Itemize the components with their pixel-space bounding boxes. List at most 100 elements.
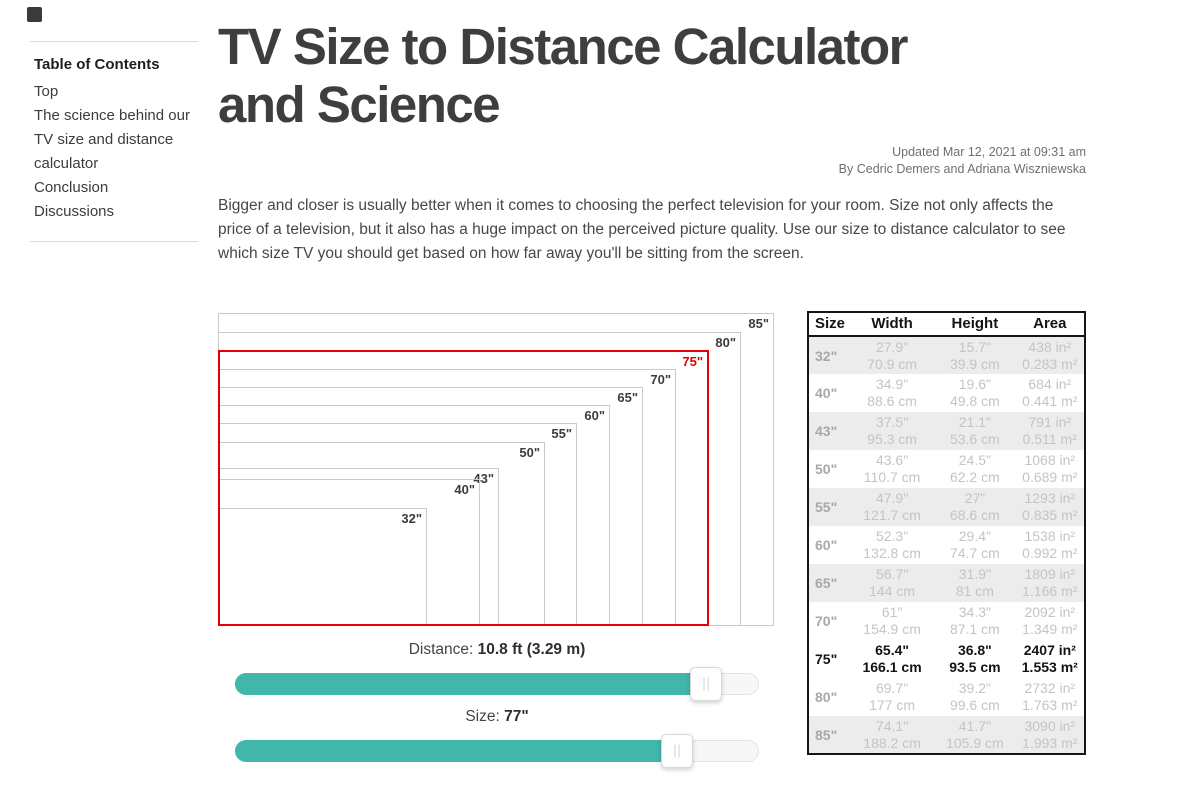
cell-height: 19.6" 49.8 cm bbox=[949, 376, 1000, 409]
distance-label: Distance: 10.8 ft (3.29 m) bbox=[235, 641, 759, 661]
cell-height: 15.7" 39.9 cm bbox=[949, 338, 1000, 372]
cell-area: 438 in² 0.283 m² bbox=[1022, 338, 1078, 372]
cell-area: 2732 in² 1.763 m² bbox=[1022, 680, 1078, 713]
page-title: TV Size to Distance Calculator and Scien… bbox=[218, 18, 1086, 134]
toc-item-conclusion[interactable]: Conclusion bbox=[34, 179, 109, 196]
cell-area: 1293 in² 0.835 m² bbox=[1022, 490, 1078, 523]
byline: By Cedric Demers and Adriana Wiszniewska bbox=[838, 162, 1086, 176]
cell-area: 1809 in² 1.166 m² bbox=[1022, 566, 1078, 599]
col-header-width: Width bbox=[849, 312, 935, 337]
cell-area: 791 in² 0.511 m² bbox=[1022, 414, 1077, 447]
toc-list: Top The science behind our TV size and d… bbox=[30, 80, 198, 224]
cell-height: 31.9" 81 cm bbox=[955, 566, 994, 599]
size-slider-track[interactable] bbox=[235, 734, 759, 768]
size-table-row-80in: 80" 69.7" 177 cm 39.2" 99.6 cm 2732 in² 1.763 … bbox=[808, 678, 1085, 716]
toc-title: Table of Contents bbox=[34, 56, 160, 73]
col-header-height: Height bbox=[934, 312, 1016, 337]
tv-size-label: 60" bbox=[584, 408, 605, 423]
size-table-row-60in: 60" 52.3" 132.8 cm 29.4" 74.7 cm 1538 in² 0.99… bbox=[808, 526, 1085, 564]
toc-item-discussions[interactable]: Discussions bbox=[34, 203, 115, 220]
page-title-line1: TV Size to Distance Calculator bbox=[218, 18, 909, 75]
col-header-area: Area bbox=[1015, 312, 1085, 337]
tv-size-label: 43" bbox=[473, 471, 494, 486]
top-left-marker-icon bbox=[27, 7, 42, 22]
cell-size: 43" bbox=[815, 423, 838, 439]
cell-size: 65" bbox=[815, 575, 838, 591]
size-table-row-43in: 43" 37.5" 95.3 cm 21.1" 53.6 cm 791 in² 0.511 … bbox=[808, 412, 1085, 450]
size-table: Size Width Height Area 32" 27.9" 70.9 cm 15… bbox=[807, 311, 1086, 755]
tv-size-label: 40" bbox=[454, 482, 475, 497]
size-table-row-40in: 40" 34.9" 88.6 cm 19.6" 49.8 cm 684 in² 0.441 … bbox=[808, 374, 1085, 412]
slider-grip-icon bbox=[703, 677, 709, 691]
distance-label-text: Distance: bbox=[408, 641, 474, 658]
size-table-head: Size Width Height Area bbox=[808, 312, 1085, 337]
cell-area: 3090 in² 1.993 m² bbox=[1022, 717, 1078, 751]
toc-item-top[interactable]: Top bbox=[34, 83, 59, 100]
slider-grip-icon bbox=[674, 744, 680, 758]
size-label: Size: 77" bbox=[235, 708, 759, 728]
size-table-row-70in: 70" 61" 154.9 cm 34.3" 87.1 cm 2092 in² 1.349 … bbox=[808, 602, 1085, 640]
size-table-row-32in: 32" 27.9" 70.9 cm 15.7" 39.9 cm 438 in² 0.283 … bbox=[808, 336, 1085, 374]
page-title-line2: and Science bbox=[218, 76, 501, 133]
cell-size: 75" bbox=[815, 651, 838, 667]
table-of-contents: Table of Contents Top The science behind… bbox=[30, 41, 198, 242]
distance-value: 10.8 ft (3.29 m) bbox=[477, 641, 586, 658]
cell-width: 52.3" 132.8 cm bbox=[863, 528, 921, 561]
article-meta: Updated Mar 12, 2021 at 09:31 am By Cedr… bbox=[218, 144, 1086, 178]
tv-size-label: 80" bbox=[715, 335, 736, 350]
cell-size: 50" bbox=[815, 461, 838, 477]
size-slider-fill bbox=[235, 740, 678, 762]
cell-area: 684 in² 0.441 m² bbox=[1022, 376, 1078, 409]
size-label-text: Size: bbox=[465, 708, 500, 725]
size-table-body: 32" 27.9" 70.9 cm 15.7" 39.9 cm 438 in² 0.283 … bbox=[808, 336, 1085, 754]
calculator-sliders: Distance: 10.8 ft (3.29 m) Size: 77" bbox=[235, 641, 759, 768]
cell-size: 80" bbox=[815, 689, 838, 705]
cell-width: 69.7" 177 cm bbox=[869, 680, 916, 713]
cell-height: 24.5" 62.2 cm bbox=[949, 452, 1000, 485]
cell-width: 61" 154.9 cm bbox=[863, 604, 921, 637]
size-value: 77" bbox=[504, 708, 529, 725]
toc-item-science[interactable]: The science behind our TV size and dista… bbox=[34, 107, 190, 172]
updated-date: Updated Mar 12, 2021 at 09:31 am bbox=[892, 145, 1086, 159]
size-table-row-55in: 55" 47.9" 121.7 cm 27" 68.6 cm 1293 in² 0.835 … bbox=[808, 488, 1085, 526]
article-header: TV Size to Distance Calculator and Scien… bbox=[218, 18, 1086, 266]
size-table-row-75in: 75" 65.4" 166.1 cm 36.8" 93.5 cm 2407 in² 1.55… bbox=[808, 640, 1085, 678]
cell-width: 47.9" 121.7 cm bbox=[863, 490, 921, 523]
size-table-row-65in: 65" 56.7" 144 cm 31.9" 81 cm 1809 in² 1.166 m² bbox=[808, 564, 1085, 602]
tv-size-label: 32" bbox=[401, 511, 422, 526]
cell-height: 27" 68.6 cm bbox=[949, 490, 1000, 523]
cell-size: 40" bbox=[815, 385, 838, 401]
size-table-row-85in: 85" 74.1" 188.2 cm 41.7" 105.9 cm 3090 in² 1.9… bbox=[808, 716, 1085, 754]
size-slider-handle[interactable] bbox=[661, 734, 694, 768]
distance-slider-fill bbox=[235, 673, 706, 695]
intro-paragraph: Bigger and closer is usually better when… bbox=[218, 197, 1066, 262]
distance-slider-track[interactable] bbox=[235, 667, 759, 701]
size-table-row-50in: 50" 43.6" 110.7 cm 24.5" 62.2 cm 1068 in² 0.68… bbox=[808, 450, 1085, 488]
tv-size-label: 65" bbox=[617, 390, 638, 405]
cell-height: 41.7" 105.9 cm bbox=[946, 717, 1004, 751]
cell-width: 43.6" 110.7 cm bbox=[863, 452, 921, 485]
cell-area: 1068 in² 0.689 m² bbox=[1022, 452, 1078, 485]
cell-size: 70" bbox=[815, 613, 838, 629]
cell-width: 56.7" 144 cm bbox=[869, 566, 916, 599]
col-header-size: Size bbox=[808, 312, 850, 337]
cell-height: 29.4" 74.7 cm bbox=[949, 528, 1000, 561]
cell-height: 34.3" 87.1 cm bbox=[949, 604, 1000, 637]
cell-size: 55" bbox=[815, 499, 838, 515]
distance-slider-handle[interactable] bbox=[689, 667, 722, 701]
cell-area: 2092 in² 1.349 m² bbox=[1022, 604, 1078, 637]
cell-height: 36.8" 93.5 cm bbox=[949, 642, 1001, 675]
cell-width: 34.9" 88.6 cm bbox=[867, 376, 917, 409]
tv-size-label: 55" bbox=[551, 426, 572, 441]
cell-size: 60" bbox=[815, 537, 838, 553]
cell-width: 37.5" 95.3 cm bbox=[867, 414, 917, 447]
cell-height: 39.2" 99.6 cm bbox=[949, 680, 1000, 713]
tv-size-label: 70" bbox=[650, 372, 671, 387]
cell-width: 27.9" 70.9 cm bbox=[867, 338, 917, 372]
tv-size-label: 85" bbox=[748, 316, 769, 331]
cell-area: 1538 in² 0.992 m² bbox=[1022, 528, 1078, 561]
tv-rect-75in: 75" bbox=[218, 350, 709, 626]
cell-size: 32" bbox=[815, 347, 838, 364]
tv-size-diagram: 85" 80" 75" 70" 65" 60" 55" 50" 43" 40" 32" bbox=[218, 312, 776, 626]
cell-height: 21.1" 53.6 cm bbox=[949, 414, 1000, 447]
